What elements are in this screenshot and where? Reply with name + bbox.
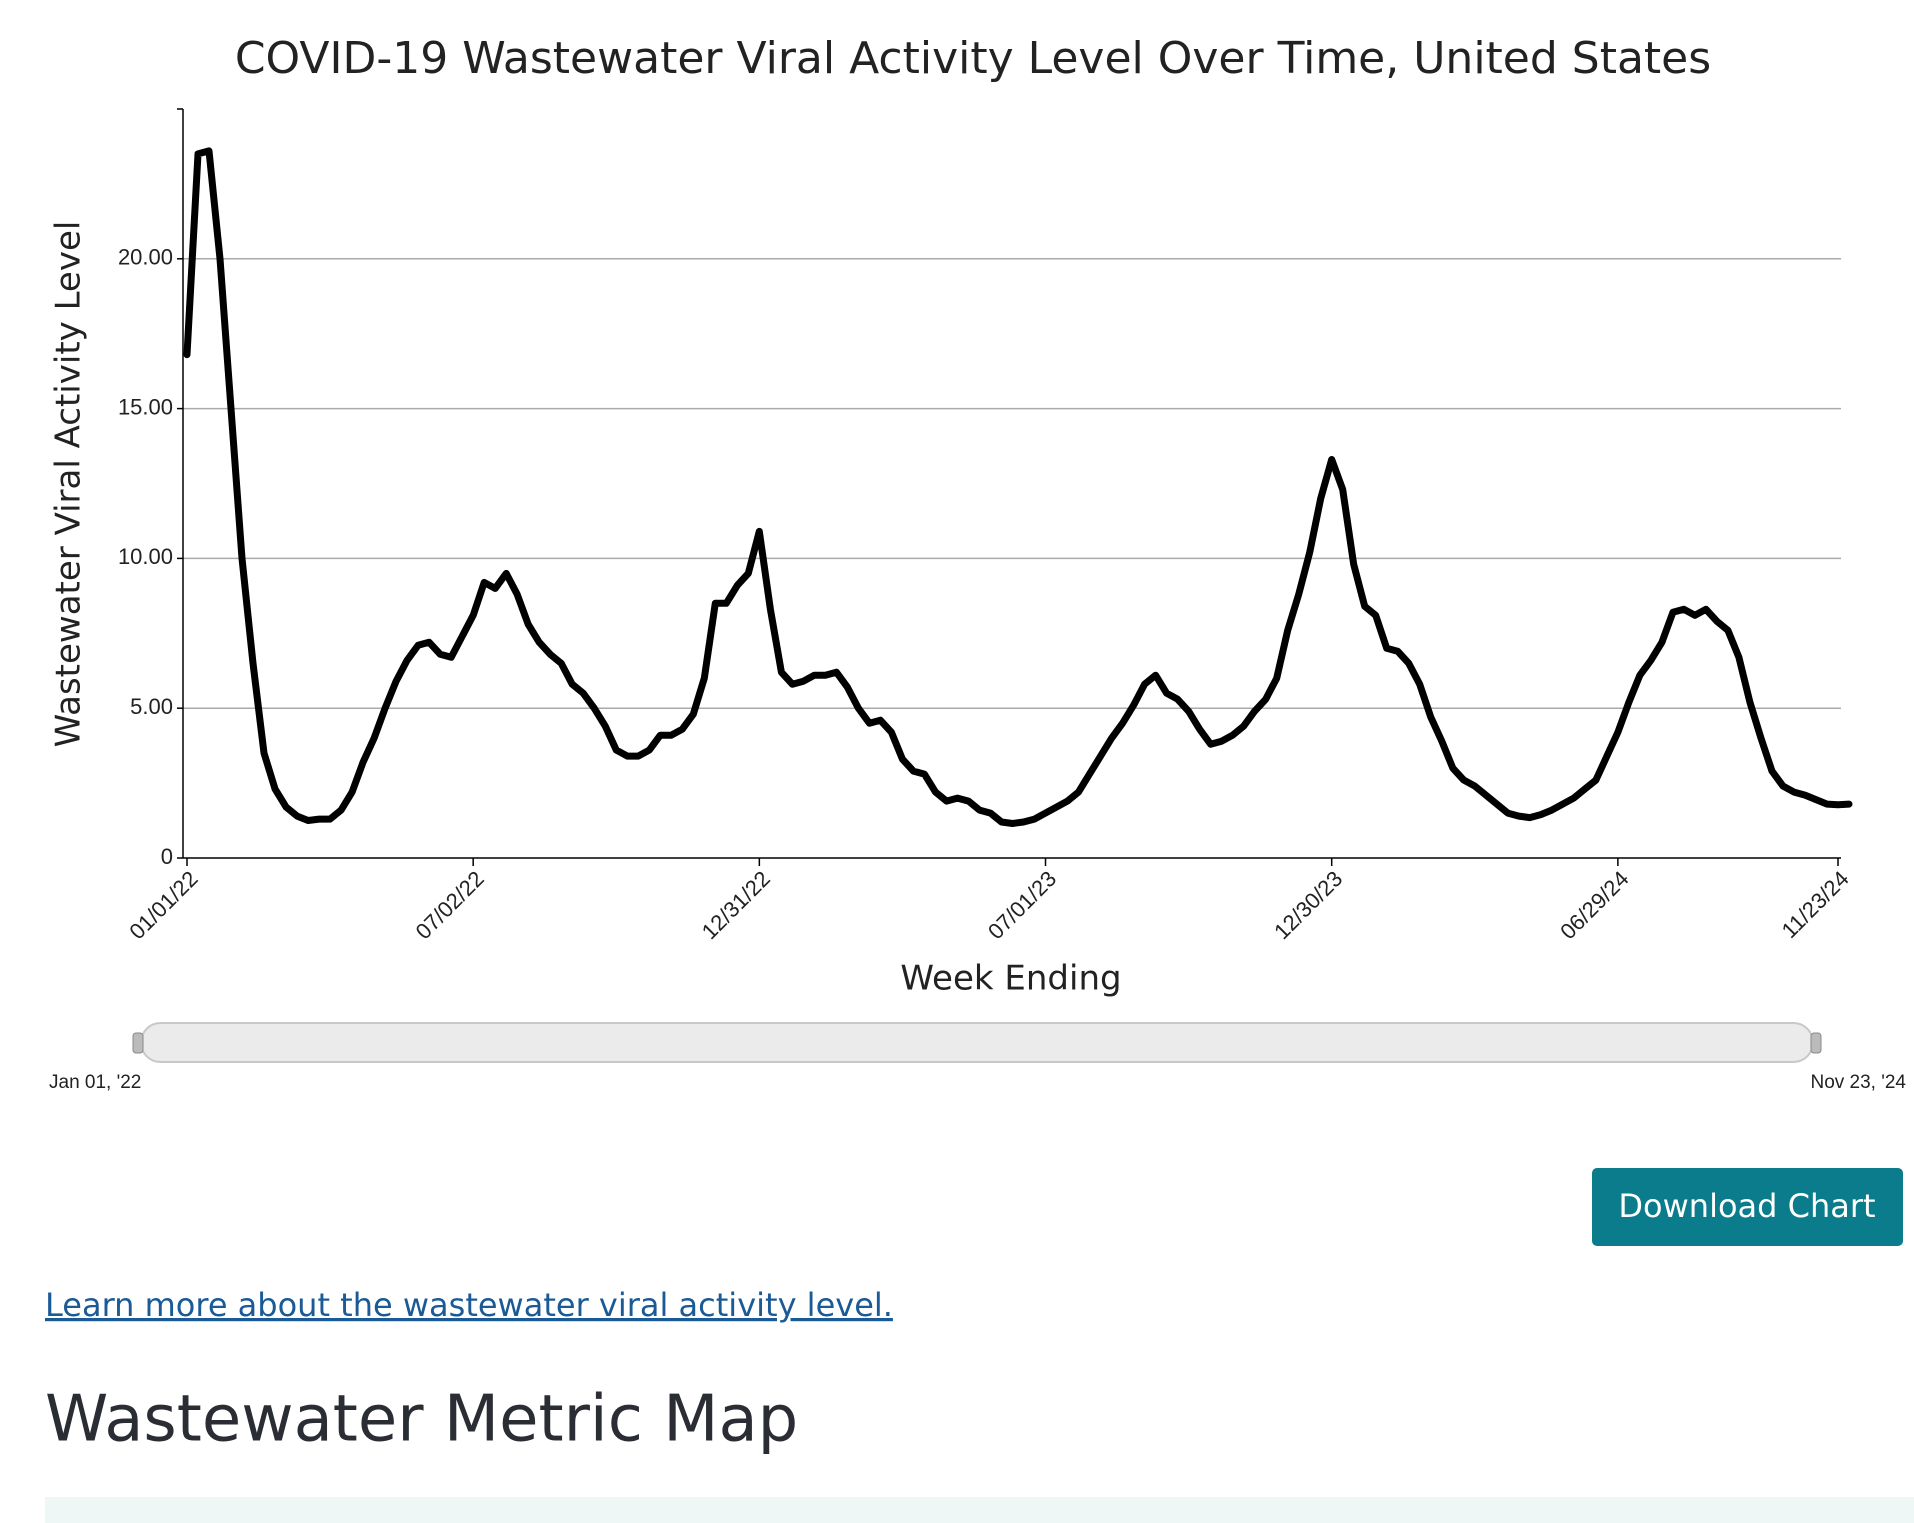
- y-tick-label: 10.00: [118, 544, 173, 569]
- x-tick-label: 12/31/22: [697, 866, 775, 944]
- x-tick-label: 07/02/22: [411, 866, 489, 944]
- slider-handle-right[interactable]: [1810, 1032, 1822, 1054]
- x-tick-label: 01/01/22: [124, 866, 202, 944]
- y-tick-label: 0: [161, 844, 173, 869]
- download-button-text[interactable]: Download Chart: [1618, 1187, 1875, 1225]
- y-axis-label: Wastewater Viral Activity Level: [49, 221, 89, 748]
- range-slider[interactable]: [132, 1022, 1822, 1063]
- download-button[interactable]: Download Chart: [1592, 1168, 1903, 1246]
- x-tick-label: 12/30/23: [1269, 866, 1347, 944]
- x-tick-label: 06/29/24: [1555, 866, 1633, 944]
- slider-track[interactable]: [140, 1022, 1814, 1063]
- x-tick-label: 11/23/24: [1777, 866, 1854, 943]
- map-panel: [45, 1497, 1914, 1523]
- y-tick-label: 15.00: [118, 394, 173, 419]
- slider-handle-left[interactable]: [132, 1032, 144, 1054]
- slider-start-label: Jan 01, '22: [49, 1072, 141, 1093]
- section-heading: Wastewater Metric Map: [45, 1383, 798, 1457]
- slider-end-label: Nov 23, '24: [1810, 1072, 1906, 1093]
- data-line: [183, 147, 1853, 827]
- x-tick-label: 07/01/23: [983, 866, 1061, 944]
- learn-more-link[interactable]: Learn more about the wastewater viral ac…: [45, 1286, 893, 1324]
- chart-title: COVID-19 Wastewater Viral Activity Level…: [235, 33, 1711, 84]
- y-tick-label: 5.00: [130, 694, 173, 719]
- y-tick-label: 20.00: [118, 245, 173, 270]
- download-button-bg[interactable]: [1592, 1168, 1903, 1246]
- x-axis-label: Week Ending: [900, 959, 1121, 999]
